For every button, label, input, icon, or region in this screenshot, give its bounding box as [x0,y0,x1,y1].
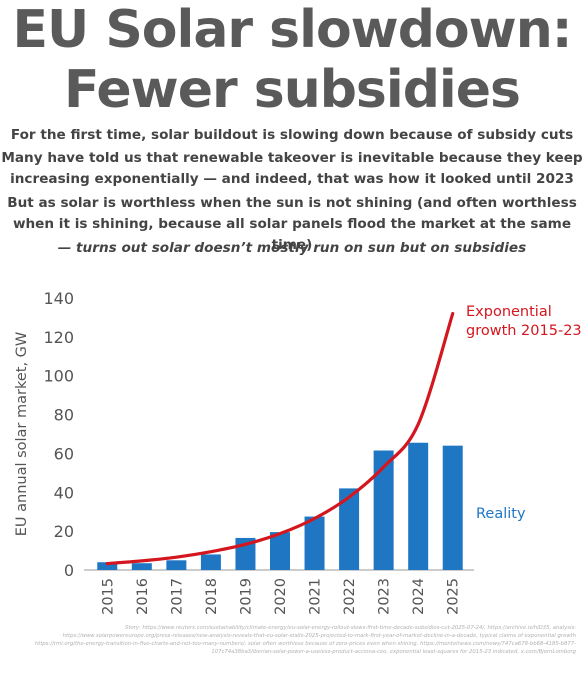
subtitle-4: — turns out solar doesn’t mostly run on … [57,240,527,256]
y-tick-label: 120 [43,328,74,347]
x-tick-label: 2019 [238,578,254,615]
bar [373,450,394,570]
x-tick-label: 2024 [411,578,427,615]
trend-label-line-1: Exponential [466,304,552,320]
y-tick-label: 40 [54,483,74,502]
subtitle-2: Many have told us that renewable takeove… [1,150,583,187]
x-tick-label: 2018 [204,578,220,615]
x-tick-label: 2022 [342,578,358,615]
bar [339,488,360,570]
bar [97,562,118,570]
x-tick-label: 2016 [135,578,151,615]
bar [200,554,221,570]
y-axis-label: EU annual solar market, GW [14,332,30,537]
subtitle-1: For the first time, solar buildout is sl… [10,127,574,143]
bar [304,516,325,570]
chart-title-line-2: Fewer subsidies [64,60,521,120]
exponential-trend-line [105,311,455,566]
trend-series [105,311,455,566]
bar-series [97,442,463,570]
x-tick-label: 2015 [100,578,116,615]
x-tick-label: 2017 [169,578,185,615]
x-tick-label: 2025 [446,578,462,615]
reality-label: Reality [476,506,526,522]
x-tick-label: 2023 [377,578,393,615]
chart-labels: Exponential growth 2015-23 Reality [466,304,582,522]
y-tick-label: 20 [54,522,74,541]
bar [166,560,187,570]
subtitle-3: But as solar is worthless when the sun i… [7,195,577,253]
bar [408,442,429,570]
bar [270,532,290,570]
y-tick-label: 140 [43,289,74,308]
trend-label-line-2: growth 2015-23 [466,323,582,339]
bar-chart: 0 20 40 60 80 100 120 140 EU annual solar market… [14,289,582,615]
bar [442,445,463,570]
y-tick-label: 0 [64,561,74,580]
y-tick-label: 80 [54,406,74,425]
x-tick-label: 2021 [308,578,324,615]
y-tick-label: 60 [54,444,74,463]
y-tick-label: 100 [43,367,74,386]
bar [131,563,152,570]
x-tick-label: 2020 [273,578,289,615]
chart-title-line-1: EU Solar slowdown: [12,0,572,60]
sources-footnote: Story: https://www.reuters.com/sustainab… [34,625,576,655]
